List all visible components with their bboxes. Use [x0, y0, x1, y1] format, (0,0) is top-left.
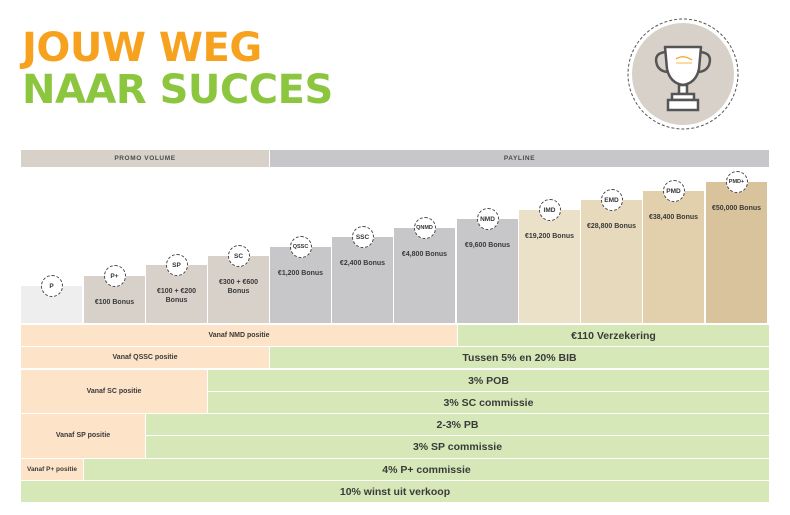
benefit-pob: 3% POB	[208, 370, 769, 391]
level-badge: QSSC	[289, 236, 312, 258]
title-line-1: JOUW WEG	[22, 25, 262, 71]
level-column-11: PMD+ €50,000 Bonus	[706, 171, 767, 323]
level-badge: SSC	[351, 226, 374, 248]
label-vanaf-qssc: Vanaf QSSC positie	[21, 347, 269, 368]
level-badge: P+	[103, 265, 126, 287]
level-bonus: €28,800 Bonus	[586, 223, 637, 230]
trophy-badge	[626, 17, 740, 131]
level-badge: PMD+	[725, 171, 748, 193]
level-bonus: €19,200 Bonus	[524, 233, 575, 240]
level-badge: SP	[165, 254, 188, 276]
level-badge: NMD	[476, 208, 499, 230]
level-column-1: P+ €100 Bonus	[84, 265, 145, 323]
level-column-0: P	[21, 275, 82, 323]
level-bonus: €100 Bonus	[94, 299, 135, 306]
level-column-9: EMD €28,800 Bonus	[581, 189, 642, 323]
level-bonus: €100 + €200 Bonus	[156, 288, 197, 304]
level-badge: IMD	[538, 199, 561, 221]
benefit-sp-commissie: 3% SP commissie	[146, 436, 769, 458]
level-bonus: €38,400 Bonus	[648, 214, 699, 221]
level-bonus: €1,200 Bonus	[277, 270, 324, 277]
level-bonus: €300 + €600 Bonus	[218, 279, 259, 295]
level-column-3: SC €300 + €600 Bonus	[208, 245, 269, 323]
level-column-8: IMD €19,200 Bonus	[519, 199, 580, 323]
trophy-icon	[627, 18, 739, 130]
label-vanaf-nmd: Vanaf NMD positie	[21, 325, 457, 346]
label-vanaf-sc: Vanaf SC positie	[21, 370, 207, 413]
header-payline: PAYLINE	[270, 150, 769, 167]
level-bonus: €4,800 Bonus	[401, 251, 448, 258]
benefit-verzekering: €110 Verzekering	[458, 325, 769, 346]
level-bonus: €50,000 Bonus	[711, 205, 762, 212]
title-line-2: NAAR SUCCES	[22, 67, 333, 113]
benefit-pb: 2-3% PB	[146, 414, 769, 435]
level-badge: PMD	[662, 180, 685, 202]
level-column-2: SP €100 + €200 Bonus	[146, 254, 207, 323]
level-bonus: €2,400 Bonus	[339, 260, 386, 267]
benefit-bib: Tussen 5% en 20% BIB	[270, 347, 769, 368]
level-badge: SC	[227, 245, 250, 267]
level-badge: EMD	[600, 189, 623, 211]
label-vanaf-sp: Vanaf SP positie	[21, 414, 145, 458]
benefit-pplus-commissie: 4% P+ commissie	[84, 459, 769, 480]
level-column-6: QNMD €4,800 Bonus	[394, 217, 455, 323]
level-column-5: SSC €2,400 Bonus	[332, 226, 393, 323]
benefit-sc-commissie: 3% SC commissie	[208, 392, 769, 413]
level-badge: QNMD	[413, 217, 436, 239]
level-badge: P	[40, 275, 63, 297]
benefit-winst: 10% winst uit verkoop	[21, 481, 769, 502]
level-column-4: QSSC €1,200 Bonus	[270, 236, 331, 323]
label-vanaf-pplus: Vanaf P+ positie	[21, 459, 83, 480]
level-column-7: NMD €9,600 Bonus	[457, 208, 518, 323]
header-promo-volume: PROMO VOLUME	[21, 150, 269, 167]
level-bonus: €9,600 Bonus	[464, 242, 511, 249]
level-column-10: PMD €38,400 Bonus	[643, 180, 704, 323]
